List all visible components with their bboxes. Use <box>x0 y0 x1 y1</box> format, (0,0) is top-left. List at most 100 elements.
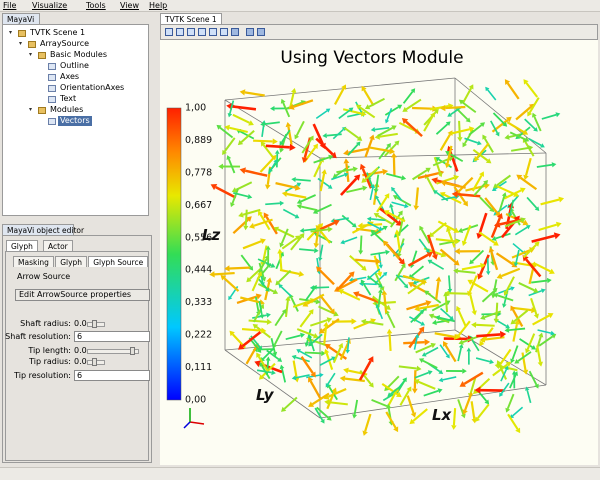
vector-glyph <box>281 237 298 250</box>
slider[interactable] <box>87 320 105 328</box>
vector-head <box>421 278 427 285</box>
toolbar-button[interactable] <box>231 28 239 36</box>
slider-knob[interactable] <box>92 358 97 366</box>
menu-item[interactable]: View <box>120 1 139 10</box>
vector-glyph <box>501 267 521 278</box>
vector-head <box>425 167 431 173</box>
field-value: 0.0 <box>74 346 87 355</box>
vector-head <box>402 377 407 383</box>
vector-head <box>555 112 561 118</box>
slider-knob[interactable] <box>92 320 97 328</box>
vector-head <box>534 241 540 247</box>
toolbar-button[interactable] <box>165 28 173 36</box>
vector-head <box>237 140 244 146</box>
dock-tab[interactable]: MayaVi object editor <box>2 224 84 235</box>
toolbar-button[interactable] <box>187 28 195 36</box>
menu-item[interactable]: Visualize <box>32 1 68 10</box>
vector-head <box>502 303 507 308</box>
vector-glyph <box>314 407 324 421</box>
tree-item[interactable]: TVTK Scene 1 <box>30 28 86 37</box>
vector-glyph <box>325 352 334 370</box>
dock-tab[interactable]: MayaVi <box>2 13 40 24</box>
tree-item[interactable]: Axes <box>60 72 80 81</box>
vector-head <box>265 245 271 250</box>
edit-button[interactable]: Edit ArrowSource properties <box>15 289 150 301</box>
vector-head <box>323 321 329 327</box>
toolbar-button[interactable] <box>257 28 265 36</box>
editor-tab[interactable]: Actor <box>43 240 73 251</box>
toolbar-button[interactable] <box>198 28 206 36</box>
vector-head <box>528 145 534 151</box>
toolbar-button[interactable] <box>209 28 217 36</box>
vector-glyph <box>473 182 486 196</box>
vector-head <box>492 287 498 293</box>
vector-head <box>471 310 477 316</box>
vector-glyph <box>340 177 358 196</box>
editor-tab[interactable]: Glyph <box>6 240 38 251</box>
vector-glyph <box>363 89 375 107</box>
vector-head <box>273 159 278 164</box>
slider-knob[interactable] <box>130 347 135 355</box>
tree-item[interactable]: Vectors <box>58 116 92 126</box>
vector-head <box>285 296 291 301</box>
vector-head <box>531 307 537 314</box>
vector-glyph <box>435 281 440 300</box>
tree-item[interactable]: Outline <box>60 61 89 70</box>
vector-glyph <box>499 348 512 365</box>
tree-item[interactable]: OrientationAxes <box>60 83 125 92</box>
slider[interactable] <box>87 358 105 366</box>
vector-glyph <box>265 216 278 235</box>
tree-expander[interactable]: ▾ <box>29 106 33 113</box>
vector-head <box>356 135 363 141</box>
tree-item[interactable]: Text <box>60 94 77 103</box>
tree-item[interactable]: ArraySource <box>40 39 90 48</box>
menu-item[interactable]: Tools <box>86 1 106 10</box>
vector-head <box>410 412 417 418</box>
vector-head <box>510 319 516 325</box>
tree-expander[interactable]: ▾ <box>19 40 23 47</box>
vector-head <box>264 184 271 190</box>
vector-glyph <box>343 127 360 139</box>
tree-item[interactable]: Modules <box>50 105 84 114</box>
vector-head <box>255 293 262 300</box>
vector-head <box>361 177 367 183</box>
vector-glyph <box>512 242 524 253</box>
vector-glyph <box>445 105 466 110</box>
vector-glyph <box>468 275 478 293</box>
vector-head <box>295 235 301 241</box>
vector-head <box>338 342 344 349</box>
text-field[interactable]: 6 <box>74 370 150 381</box>
menu-item[interactable]: Help <box>149 1 168 10</box>
vector-head <box>485 271 491 276</box>
scene-tab[interactable]: TVTK Scene 1 <box>160 13 222 24</box>
text-field[interactable]: 6 <box>74 331 150 342</box>
editor-subtab[interactable]: Glyph Source <box>88 256 149 267</box>
vector-head <box>439 192 446 198</box>
tree-item[interactable]: Basic Modules <box>50 50 107 59</box>
toolbar-button[interactable] <box>246 28 254 36</box>
toolbar-button[interactable] <box>220 28 228 36</box>
vector-head <box>272 138 278 145</box>
editor-subtab[interactable]: Glyph <box>55 256 88 267</box>
editor-subtab[interactable]: Masking <box>13 256 54 267</box>
vector-head <box>520 217 526 223</box>
vector-head <box>361 265 367 271</box>
toolbar-button[interactable] <box>176 28 184 36</box>
vector-glyph <box>310 319 328 327</box>
slider[interactable] <box>87 347 139 355</box>
tree-expander[interactable]: ▾ <box>9 29 13 36</box>
vector-head <box>397 104 403 110</box>
vector-glyph <box>452 408 457 426</box>
vector-head <box>551 333 557 339</box>
vector-head <box>329 308 335 315</box>
menu-item[interactable]: File <box>3 1 17 10</box>
vector-head <box>433 108 439 115</box>
vector-head <box>367 356 374 363</box>
vector-glyph <box>258 262 265 278</box>
vector-head <box>299 227 305 234</box>
vector-head <box>525 225 531 230</box>
vector-head <box>373 213 380 219</box>
tree-expander[interactable]: ▾ <box>29 51 33 58</box>
vector-head <box>226 155 232 160</box>
vector-head <box>281 406 287 412</box>
